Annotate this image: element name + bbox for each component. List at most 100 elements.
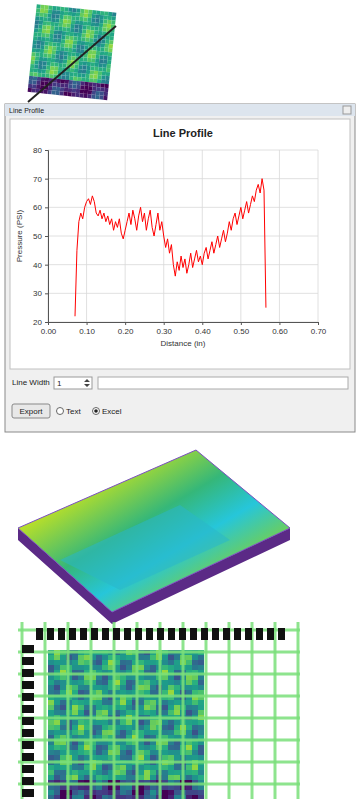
thumbnail-cell [99, 23, 103, 27]
info-textbox[interactable] [98, 377, 348, 389]
heatmap-cell [138, 755, 144, 760]
thumbnail-cell [50, 62, 54, 66]
x-tick-mark [202, 322, 203, 325]
profile-line-selector [28, 26, 116, 102]
thumbnail-cell [100, 51, 104, 55]
thumbnail-cell [73, 36, 77, 40]
thumbnail-cell [55, 14, 59, 18]
heatmap-cell [168, 720, 174, 725]
thumbnail-cell [41, 41, 45, 45]
thumbnail-cell [75, 93, 79, 97]
heatmap-cell [54, 675, 60, 680]
heatmap-cell [102, 750, 108, 755]
thumbnail-cell [28, 80, 32, 84]
heatmap-cell [126, 755, 132, 760]
heatmap-cell [60, 720, 66, 725]
thumbnail-cell [29, 76, 33, 80]
spinner-arrows[interactable] [84, 379, 90, 387]
thumbnail-cell [105, 44, 109, 48]
heatmap-cell [48, 655, 54, 660]
heatmap-cell [126, 750, 132, 755]
heatmap-cell [126, 765, 132, 770]
thumbnail-cell [91, 62, 95, 66]
thumbnail-cell [87, 94, 91, 98]
thumbnail-cell [37, 37, 41, 41]
thumbnail-cell [82, 29, 86, 33]
thumbnail-cell [96, 11, 100, 15]
line-width-spinner[interactable] [54, 377, 92, 389]
heatmap-cell [60, 765, 66, 770]
thumbnail-cell [72, 52, 76, 56]
y-tick-mark [45, 236, 48, 237]
thumbnail-cell [47, 90, 51, 94]
thumbnail-cell [34, 24, 38, 28]
heatmap-cell [162, 710, 168, 715]
heatmap-cell [168, 660, 174, 665]
heatmap-cell [150, 680, 156, 685]
thumbnail-cell [35, 60, 39, 64]
heatmap-cell [120, 750, 126, 755]
thumbnail-cell [60, 47, 64, 51]
thumbnail-cell [42, 29, 46, 33]
thumbnail-cell [50, 70, 54, 74]
heatmap-cell [144, 730, 150, 735]
thumbnail-cell [72, 44, 76, 48]
thumbnail-cell [99, 55, 103, 59]
thumbnail-cell [96, 91, 100, 95]
thumbnail-cell [76, 53, 80, 57]
thumbnail-cell [96, 51, 100, 55]
heatmap-cell [96, 685, 102, 690]
heatmap-row-glyph [22, 765, 34, 773]
thumbnail-cell [44, 9, 48, 13]
heatmap-cell [198, 750, 204, 755]
heatmap-cell [198, 730, 204, 735]
thumbnail-cell [44, 5, 48, 9]
heatmap-cell [162, 705, 168, 710]
thumbnail-cell [74, 69, 78, 73]
heatmap-cell [48, 755, 54, 760]
x-tick: 0.40 [195, 322, 211, 336]
thumbnail-cell [100, 15, 104, 19]
thumbnail-cell [52, 86, 56, 90]
thumbnail-cell [111, 20, 115, 24]
heatmap-cell [96, 710, 102, 715]
thumbnail-cell [28, 88, 32, 92]
export-button[interactable] [12, 404, 50, 418]
thumbnail-cell [86, 66, 90, 70]
heatmap-cell [138, 660, 144, 665]
heatmap-row-glyph [22, 741, 34, 749]
heatmap-cell [78, 720, 84, 725]
heatmap-cell [174, 790, 180, 795]
close-button[interactable] [343, 106, 351, 114]
thumbnail-cell [37, 73, 41, 77]
heatmap-cell [174, 685, 180, 690]
grid-heatmap [18, 622, 300, 799]
heatmap-grid-line [67, 622, 70, 799]
thumbnail-cell [36, 44, 40, 48]
heatmap-row-glyph [22, 705, 34, 713]
thumbnail-cell [47, 13, 51, 17]
thumbnail-cell [101, 79, 105, 83]
heatmap-cell [162, 750, 168, 755]
thumbnail-cell [72, 12, 76, 16]
heatmap-cell [48, 685, 54, 690]
thumbnail-cell [43, 17, 47, 21]
thumbnail-cell [89, 38, 93, 42]
radio-button[interactable] [93, 408, 100, 415]
heatmap-cell [78, 710, 84, 715]
heatmap-row-glyph [22, 681, 34, 689]
thumbnail-cell [82, 69, 86, 73]
thumbnail-cell [75, 20, 79, 24]
thumbnail-cell [33, 32, 37, 36]
thumbnail-cell [77, 73, 81, 77]
thumbnail-cell [44, 49, 48, 53]
radio-button[interactable] [57, 408, 64, 415]
thumbnail-cell [95, 63, 99, 67]
heatmap-cell [138, 680, 144, 685]
line-profile-window: Line Profile [5, 104, 355, 432]
thumbnail-cell [34, 68, 38, 72]
heatmap-cell [168, 655, 174, 660]
thumbnail-cell [32, 88, 36, 92]
heatmap-grid-line [90, 622, 93, 799]
x-axis-title: Distance (in) [161, 339, 206, 348]
